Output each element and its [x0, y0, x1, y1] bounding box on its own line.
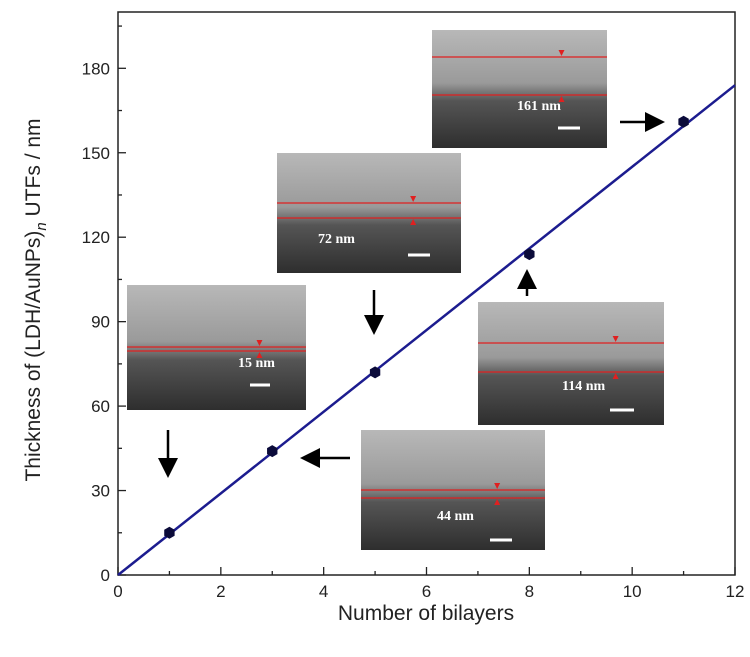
x-tick-label: 4 — [319, 582, 328, 601]
inset-bg — [277, 153, 461, 273]
x-tick-label: 12 — [726, 582, 745, 601]
inset-bg — [478, 302, 664, 425]
inset-image: 72 nm — [277, 153, 461, 273]
x-tick-label: 10 — [623, 582, 642, 601]
red-arrow — [256, 340, 263, 346]
x-tick-label: 2 — [216, 582, 225, 601]
data-point — [369, 366, 381, 379]
inset-image: 15 nm — [127, 285, 306, 410]
x-tick-label: 0 — [113, 582, 122, 601]
data-point — [524, 248, 535, 261]
inset-image: 114 nm — [478, 302, 664, 425]
x-axis-label: Number of bilayers — [338, 602, 514, 625]
inset-label: 161 nm — [517, 99, 561, 114]
red-arrow — [410, 196, 417, 202]
inset-label: 114 nm — [562, 379, 606, 394]
red-arrow — [410, 219, 417, 225]
x-tick-label: 8 — [525, 582, 534, 601]
red-arrow — [558, 96, 565, 102]
red-arrow — [256, 352, 263, 358]
fit-line — [117, 84, 736, 576]
data-point — [267, 445, 278, 458]
y-tick-label: 60 — [91, 397, 110, 416]
y-tick-label: 180 — [82, 59, 110, 78]
y-axis-label: Thickness of (LDH/AuNPs)n UTFs / nm — [22, 118, 50, 481]
data-point — [678, 115, 689, 128]
y-label-rest: UTFs / nm — [22, 118, 45, 222]
y-label-sub: n — [33, 222, 50, 230]
red-arrow — [494, 483, 501, 489]
y-label-main: Thickness of (LDH/AuNPs) — [22, 231, 45, 482]
y-tick-label: 120 — [82, 228, 110, 247]
y-tick-label: 30 — [91, 482, 110, 501]
y-tick-label: 90 — [91, 313, 110, 332]
red-arrow — [612, 336, 619, 342]
red-arrow — [558, 50, 565, 56]
inset-bg — [432, 30, 607, 148]
inset-image: 44 nm — [361, 430, 545, 550]
inset-image: 161 nm — [432, 30, 607, 148]
inset-label: 44 nm — [437, 509, 474, 524]
red-arrow — [494, 499, 501, 505]
y-tick-label: 0 — [101, 566, 110, 585]
red-arrow — [612, 373, 619, 379]
data-point — [164, 526, 175, 539]
inset-label: 15 nm — [238, 356, 275, 371]
inset-label: 72 nm — [318, 232, 355, 247]
x-tick-label: 6 — [422, 582, 431, 601]
y-tick-label: 150 — [82, 144, 110, 163]
